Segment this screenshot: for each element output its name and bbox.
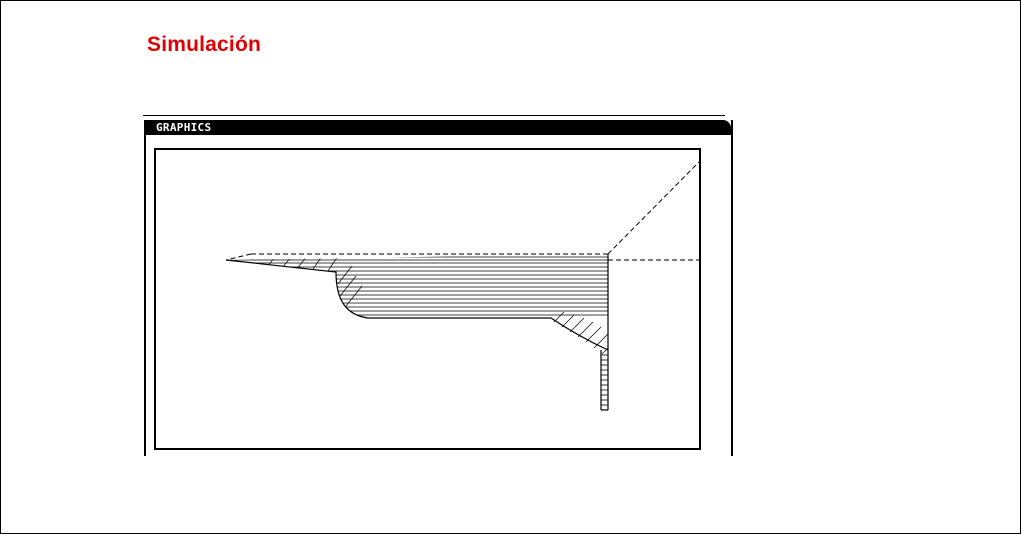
rapid-diagonal — [607, 161, 699, 255]
stock-left-line — [225, 253, 252, 261]
top-rule — [143, 115, 725, 116]
toolpath-drawing — [225, 161, 699, 411]
part-profile — [225, 254, 609, 411]
graphics-canvas[interactable] — [154, 148, 701, 450]
chamfer-hatch — [553, 311, 609, 355]
cone-hatch — [265, 255, 363, 307]
graphics-window: GRAPHICS — [144, 120, 733, 456]
window-titlebar[interactable]: GRAPHICS — [146, 120, 731, 135]
slide-title: Simulación — [147, 33, 262, 56]
rapid-lines — [225, 161, 699, 261]
flange-hatch — [601, 354, 608, 406]
graphics-screenshot: GRAPHICS — [143, 120, 733, 456]
bottom-strip — [601, 448, 699, 450]
window-title: GRAPHICS — [156, 121, 212, 134]
